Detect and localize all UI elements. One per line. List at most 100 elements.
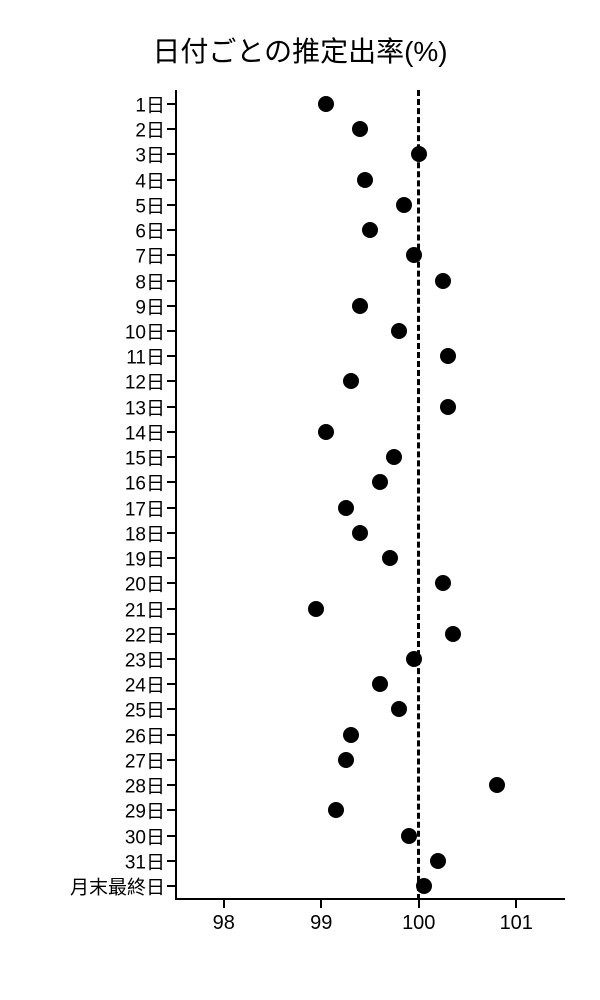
x-axis (175, 898, 565, 900)
y-tick (167, 683, 175, 685)
y-tick (167, 809, 175, 811)
y-tick (167, 734, 175, 736)
y-tick (167, 153, 175, 155)
y-tick (167, 355, 175, 357)
y-tick (167, 229, 175, 231)
y-tick (167, 784, 175, 786)
data-point (435, 273, 451, 289)
y-tick (167, 557, 175, 559)
y-tick (167, 456, 175, 458)
y-label: 25日 (125, 696, 165, 723)
y-tick (167, 305, 175, 307)
y-label: 9日 (135, 292, 165, 319)
data-point (411, 146, 427, 162)
data-point (396, 197, 412, 213)
y-tick (167, 582, 175, 584)
data-point (489, 777, 505, 793)
y-label: 10日 (125, 318, 165, 345)
y-tick (167, 532, 175, 534)
y-label: 31日 (125, 847, 165, 874)
x-tick (223, 900, 225, 908)
y-tick (167, 481, 175, 483)
y-label: 13日 (125, 393, 165, 420)
y-tick (167, 406, 175, 408)
y-tick (167, 860, 175, 862)
x-tick (515, 900, 517, 908)
y-label: 14日 (125, 418, 165, 445)
data-point (391, 701, 407, 717)
y-label: 21日 (125, 595, 165, 622)
y-label: 11日 (126, 343, 165, 370)
x-tick (418, 900, 420, 908)
data-point (352, 298, 368, 314)
data-point (445, 626, 461, 642)
data-point (406, 651, 422, 667)
x-label: 98 (213, 912, 235, 935)
data-point (362, 222, 378, 238)
x-label: 99 (310, 912, 332, 935)
y-tick (167, 507, 175, 509)
plot-area: 1日2日3日4日5日6日7日8日9日10日11日12日13日14日15日16日1… (175, 90, 565, 900)
data-point (372, 474, 388, 490)
data-point (391, 323, 407, 339)
y-tick (167, 608, 175, 610)
y-label: 4日 (135, 166, 165, 193)
data-point (440, 348, 456, 364)
y-label: 27日 (125, 746, 165, 773)
x-label: 100 (402, 912, 435, 935)
y-tick (167, 280, 175, 282)
y-label: 16日 (125, 469, 165, 496)
y-tick (167, 179, 175, 181)
data-point (372, 676, 388, 692)
y-tick (167, 885, 175, 887)
y-tick (167, 759, 175, 761)
chart-title: 日付ごとの推定出率(%) (0, 30, 600, 70)
data-point (352, 525, 368, 541)
y-label: 6日 (135, 217, 165, 244)
y-tick (167, 254, 175, 256)
y-label: 15日 (125, 444, 165, 471)
data-point (343, 373, 359, 389)
y-label: 20日 (125, 570, 165, 597)
y-label: 月末最終日 (70, 873, 165, 900)
data-point (416, 878, 432, 894)
y-label: 17日 (125, 494, 165, 521)
y-label: 5日 (135, 191, 165, 218)
y-label: 18日 (125, 519, 165, 546)
y-tick (167, 708, 175, 710)
data-point (338, 752, 354, 768)
data-point (401, 828, 417, 844)
y-tick (167, 380, 175, 382)
data-point (406, 247, 422, 263)
y-label: 30日 (125, 822, 165, 849)
data-point (430, 853, 446, 869)
y-axis (175, 90, 177, 900)
y-tick (167, 103, 175, 105)
y-tick (167, 204, 175, 206)
x-tick (320, 900, 322, 908)
y-label: 26日 (125, 721, 165, 748)
data-point (435, 575, 451, 591)
y-label: 2日 (135, 116, 165, 143)
data-point (318, 96, 334, 112)
chart-container: 日付ごとの推定出率(%) 1日2日3日4日5日6日7日8日9日10日11日12日… (0, 0, 600, 1000)
y-tick (167, 633, 175, 635)
y-label: 28日 (125, 772, 165, 799)
y-tick (167, 658, 175, 660)
data-point (338, 500, 354, 516)
data-point (343, 727, 359, 743)
y-label: 12日 (125, 368, 165, 395)
data-point (440, 399, 456, 415)
y-tick (167, 835, 175, 837)
y-label: 7日 (135, 242, 165, 269)
data-point (328, 802, 344, 818)
data-point (382, 550, 398, 566)
y-label: 29日 (125, 797, 165, 824)
reference-line (417, 90, 420, 900)
y-label: 1日 (135, 91, 165, 118)
x-label: 101 (500, 912, 533, 935)
y-label: 23日 (125, 645, 165, 672)
data-point (352, 121, 368, 137)
y-tick (167, 128, 175, 130)
y-label: 8日 (135, 267, 165, 294)
